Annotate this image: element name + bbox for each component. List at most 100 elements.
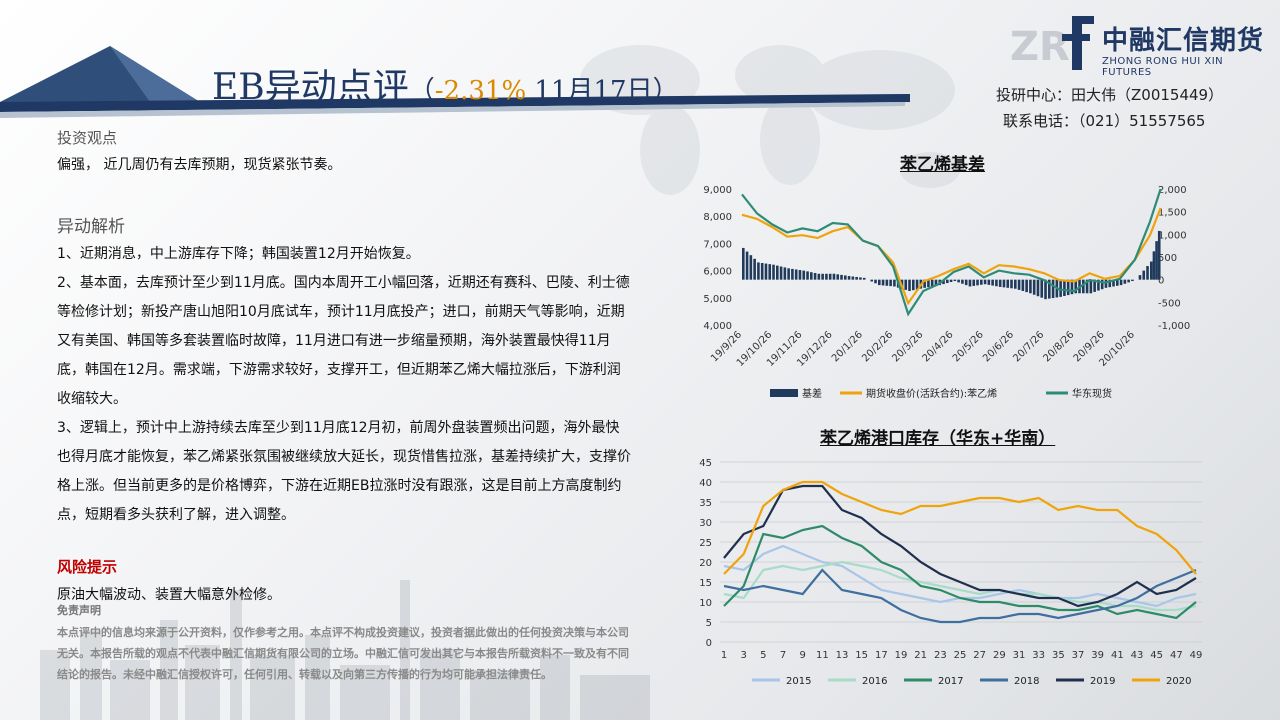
basis-bar (1093, 279, 1096, 292)
y-tick-label: 10 (699, 598, 712, 609)
x-tick-label: 39 (1091, 650, 1104, 661)
basis-bar (953, 279, 957, 282)
basis-bar (1029, 279, 1032, 294)
x-tick-label: 7 (780, 650, 786, 661)
basis-bar (964, 279, 968, 286)
y-tick-label: 25 (699, 538, 712, 549)
basis-bar (1138, 275, 1142, 280)
basis-bar (881, 279, 885, 286)
company-logo: ZR 中融汇信期货 ZHONG RONG HUI XIN FUTURES (1010, 12, 1272, 78)
chart1-title: 苯乙烯基差 (900, 155, 985, 175)
basis-bar (1036, 279, 1040, 297)
y-tick-label: 20 (699, 558, 712, 569)
legend-label: 华东现货 (1072, 387, 1112, 400)
basis-bar (1002, 279, 1006, 288)
analysis-heading: 异动解析 (57, 217, 125, 237)
basis-bar (855, 276, 858, 280)
x-tick-label: 23 (934, 650, 947, 661)
basis-bar (961, 279, 964, 284)
y-left-tick-label: 8,000 (703, 212, 732, 223)
y-right-tick-label: 1,000 (1158, 230, 1187, 241)
y-right-tick-label: 2,000 (1158, 185, 1187, 196)
basis-bar (1048, 279, 1051, 299)
basis-bar (1044, 279, 1047, 300)
basis-bar (1089, 279, 1093, 294)
x-tick-label: 1 (721, 650, 727, 661)
basis-bar (1112, 279, 1115, 287)
x-tick-label: 20/4/26 (921, 329, 956, 364)
y-tick-label: 5 (706, 618, 712, 629)
x-tick-label: 49 (1190, 650, 1203, 661)
basis-bar (1108, 279, 1112, 288)
basis-bar (787, 268, 790, 280)
x-tick-label: 20/2/26 (860, 329, 895, 364)
legend-label: 2017 (938, 676, 963, 687)
basis-bar (1157, 230, 1161, 280)
basis-bar (889, 279, 892, 287)
basis-bar (776, 265, 779, 280)
basis-bar (772, 264, 775, 280)
basis-bar (1097, 279, 1100, 291)
y-tick-label: 35 (699, 498, 712, 509)
basis-bar (942, 279, 945, 285)
basis-bar (915, 279, 919, 290)
basis-bar (893, 279, 896, 287)
basis-bar (976, 279, 979, 286)
header-banner-graphic (0, 46, 910, 118)
risk-text: 原油大幅波动、装置大幅意外检修。 (57, 587, 281, 603)
x-tick-label: 20/6/26 (981, 329, 1016, 364)
disclaimer-text: 本点评中的信息均来源于公开资料，仅作参考之用。本点评不构成投资建议，投资者据此做… (57, 626, 629, 681)
basis-bar (987, 279, 991, 285)
basis-bar (1025, 279, 1028, 293)
basis-bar (904, 279, 908, 290)
x-tick-label: 20/5/26 (951, 329, 986, 364)
x-tick-label: 31 (1013, 650, 1026, 661)
basis-bar (1131, 279, 1134, 282)
view-text: 偏强， 近几周仍有去库预期，现货紧张节奏。 (57, 157, 342, 173)
y-right-tick-label: -1,000 (1158, 321, 1190, 332)
basis-bar (874, 279, 877, 284)
basis-bar (1104, 279, 1108, 288)
series-line-2020 (723, 480, 1197, 575)
series-line-2019 (723, 484, 1197, 608)
basis-bar (927, 279, 930, 288)
basis-bar (1085, 279, 1089, 294)
x-tick-label: 21 (914, 650, 927, 661)
basis-bar (1155, 241, 1158, 280)
basis-bar (878, 279, 881, 286)
y-tick-label: 40 (699, 478, 712, 489)
basis-bar (847, 276, 851, 280)
analysis-p1: 1、近期消息，中上游库存下降；韩国装置12月开始恢复。 (57, 246, 420, 262)
basis-bar (840, 274, 843, 280)
basis-bar (757, 262, 760, 280)
basis-bar (930, 279, 934, 287)
legend-swatch (770, 389, 798, 397)
basis-bar (991, 279, 994, 286)
basis-bar (1021, 279, 1025, 291)
x-tick-label: 13 (836, 650, 849, 661)
basis-bar (980, 279, 983, 285)
y-left-tick-label: 7,000 (703, 239, 732, 250)
x-tick-label: 35 (1052, 650, 1065, 661)
basis-bar (1032, 279, 1036, 295)
basis-bar (859, 277, 862, 280)
x-tick-label: 20/7/26 (1011, 329, 1046, 364)
x-tick-label: 37 (1072, 650, 1085, 661)
basis-bar (836, 274, 840, 280)
basis-bar (983, 279, 987, 285)
x-tick-label: 47 (1170, 650, 1183, 661)
east-china-spot-line (741, 188, 1162, 317)
basis-bar (885, 279, 889, 286)
futures-price-line (741, 207, 1162, 306)
basis-bar (1116, 279, 1119, 286)
basis-bar (802, 270, 806, 280)
basis-bar (817, 273, 821, 280)
legend-label: 2019 (1090, 676, 1115, 687)
basis-bar (810, 272, 813, 280)
logo-mark-icon: ZR (1010, 16, 1094, 70)
x-tick-label: 45 (1150, 650, 1163, 661)
basis-bar (825, 273, 828, 280)
basis-bar (844, 275, 847, 280)
basis-bar (1010, 279, 1013, 289)
